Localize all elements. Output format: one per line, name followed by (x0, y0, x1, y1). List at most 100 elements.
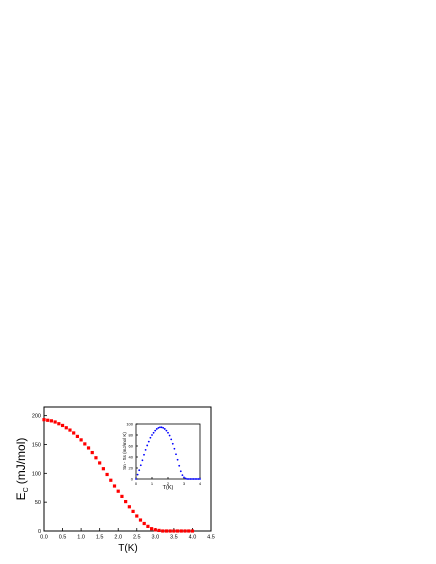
inset-data-point (136, 473, 139, 476)
main-data-point (53, 420, 57, 424)
inset-y-ticks: 0 20 40 60 80 100 (126, 421, 138, 481)
main-plot-frame (43, 406, 212, 532)
main-data-point (79, 438, 83, 442)
inset-data-point (143, 453, 145, 456)
main-data-point (49, 419, 54, 423)
inset-data-point (163, 428, 166, 430)
inset-data-point (155, 428, 158, 430)
main-data-point (142, 521, 146, 526)
main-x-tick-label: 4.5 (207, 535, 215, 541)
inset-data-point (160, 426, 163, 429)
main-data-point (112, 484, 117, 488)
inset-data-point (199, 478, 201, 480)
main-data-point (116, 489, 120, 493)
main-data-point (176, 529, 180, 533)
inset-data-point (176, 458, 179, 461)
inset-data-point (139, 464, 142, 467)
main-y-axis-label: EC (mJ/mol) (14, 438, 30, 501)
main-x-tick-label: 1.5 (96, 535, 104, 541)
main-data-point (72, 431, 76, 435)
inset-x-tick-label: 3 (183, 481, 186, 486)
inset-data-point (157, 426, 160, 429)
inset-data-point (184, 477, 187, 480)
main-x-tick-label: 1.0 (77, 535, 85, 541)
main-y-tick-label: 100 (32, 471, 41, 477)
main-data-point (135, 514, 139, 518)
inset-data-point (186, 478, 189, 480)
main-data-point (120, 494, 124, 498)
main-x-tick-label: 4.0 (189, 535, 197, 541)
main-data-point (46, 418, 50, 422)
main-data-point (127, 505, 131, 509)
main-data-point (64, 426, 68, 430)
main-x-tick-label: 0.5 (59, 535, 67, 541)
main-data-point (179, 529, 183, 533)
main-data-point (109, 478, 113, 482)
main-y-tick-label: 200 (32, 414, 41, 420)
main-data-point (153, 528, 157, 532)
inset-x-tick-label: 4 (199, 481, 202, 486)
inset-y-tick-label: 20 (129, 465, 134, 470)
main-data-point (57, 422, 61, 426)
inset-data-point (162, 426, 165, 429)
main-x-tick-label: 0.0 (40, 535, 48, 541)
inset-x-tick-label: 0 (135, 481, 138, 486)
main-x-tick-label: 2.5 (133, 535, 141, 541)
inset-data-point (170, 438, 173, 441)
main-data-point (105, 472, 109, 477)
inset-data-point (197, 478, 200, 480)
main-y-tick-label: 150 (32, 442, 41, 448)
inset-y-tick-label: 60 (129, 443, 134, 448)
inset-data-point (152, 431, 155, 434)
inset-data-point (144, 448, 147, 451)
main-x-axis-label: T(K) (118, 543, 137, 554)
main-data-point (68, 428, 72, 432)
inset-data-point (187, 478, 190, 480)
inset-data-point (171, 442, 174, 445)
inset-data-point (191, 478, 193, 480)
main-data-point (190, 529, 195, 533)
inset-data-point (154, 429, 157, 432)
inset-chart: 0 1 2 3 4 0 20 40 60 80 100 T(K) Sn - Ss (mJ/mol … (122, 421, 202, 491)
inset-series-points (135, 426, 201, 480)
inset-data-point (173, 447, 176, 450)
inset-data-point (138, 469, 141, 472)
inset-data-point (192, 478, 195, 480)
main-data-point (187, 529, 191, 533)
main-data-point (150, 527, 154, 531)
main-data-point (42, 418, 46, 422)
inset-data-point (189, 478, 192, 480)
main-y-axis-label-sub: C (23, 487, 30, 492)
main-data-point (164, 529, 169, 533)
inset-y-tick-label: 40 (129, 454, 134, 459)
inset-data-point (165, 429, 168, 432)
main-data-point (94, 456, 98, 460)
main-data-point (183, 529, 187, 533)
inset-data-point (194, 478, 197, 480)
inset-y-tick-label: 100 (126, 421, 133, 426)
main-chart: 0.0 0.5 1.0 1.5 2.0 2.5 3.0 3.5 4.0 4.5 050100150… (14, 406, 215, 554)
main-y-ticks: 0 50 100 150 200 (32, 414, 47, 535)
main-data-point (98, 461, 102, 465)
main-data-point (157, 528, 161, 533)
main-data-point (138, 518, 143, 522)
inset-data-point (149, 436, 152, 439)
main-data-point (161, 529, 165, 533)
inset-data-point (178, 464, 181, 467)
inset-y-tick-label: 80 (129, 432, 134, 437)
inset-data-point (159, 426, 161, 429)
inset-data-point (179, 470, 182, 473)
main-data-point (146, 524, 150, 528)
inset-data-point (181, 474, 184, 477)
main-data-point (90, 450, 94, 455)
main-data-point (168, 529, 172, 533)
main-data-point (86, 446, 91, 450)
main-x-tick-label: 2.0 (114, 535, 122, 541)
main-data-point (83, 442, 87, 446)
main-data-point (60, 423, 65, 428)
main-y-axis-label-main: E (14, 492, 28, 500)
inset-data-point (141, 459, 144, 462)
main-data-point (131, 509, 135, 513)
inset-data-point (167, 431, 169, 434)
